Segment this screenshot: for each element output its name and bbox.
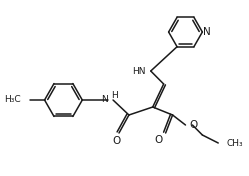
Text: O: O [189,120,198,130]
Text: O: O [155,135,163,145]
Text: O: O [112,136,120,146]
Text: H₃C: H₃C [4,96,21,105]
Text: CH₃: CH₃ [226,139,243,147]
Text: HN: HN [132,67,146,76]
Text: H: H [111,90,118,99]
Text: N: N [101,96,108,105]
Text: N: N [203,27,211,37]
